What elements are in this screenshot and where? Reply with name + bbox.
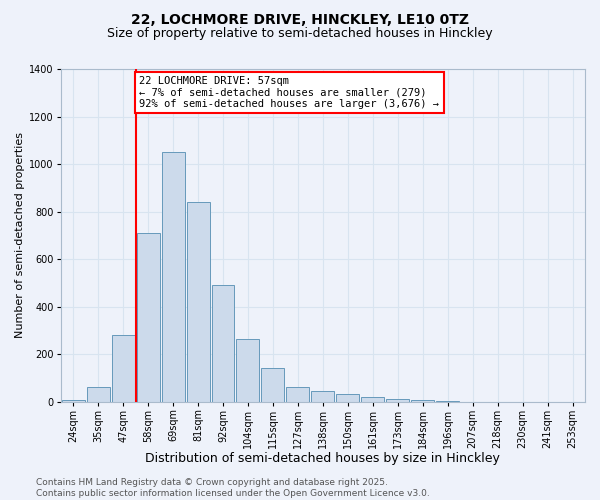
Bar [411, 400, 434, 402]
Text: 22, LOCHMORE DRIVE, HINCKLEY, LE10 0TZ: 22, LOCHMORE DRIVE, HINCKLEY, LE10 0TZ [131, 12, 469, 26]
X-axis label: Distribution of semi-detached houses by size in Hinckley: Distribution of semi-detached houses by … [145, 452, 500, 465]
Bar [187, 202, 209, 402]
Bar [112, 335, 134, 402]
Bar [311, 391, 334, 402]
Bar [62, 400, 85, 402]
Bar [436, 401, 459, 402]
Bar [161, 152, 185, 402]
Bar [137, 233, 160, 402]
Bar [361, 397, 384, 402]
Bar [236, 338, 259, 402]
Text: Contains HM Land Registry data © Crown copyright and database right 2025.
Contai: Contains HM Land Registry data © Crown c… [36, 478, 430, 498]
Bar [337, 394, 359, 402]
Bar [386, 398, 409, 402]
Text: 22 LOCHMORE DRIVE: 57sqm
← 7% of semi-detached houses are smaller (279)
92% of s: 22 LOCHMORE DRIVE: 57sqm ← 7% of semi-de… [139, 76, 439, 110]
Y-axis label: Number of semi-detached properties: Number of semi-detached properties [15, 132, 25, 338]
Bar [262, 368, 284, 402]
Bar [286, 388, 310, 402]
Bar [86, 388, 110, 402]
Text: Size of property relative to semi-detached houses in Hinckley: Size of property relative to semi-detach… [107, 28, 493, 40]
Bar [212, 285, 235, 402]
